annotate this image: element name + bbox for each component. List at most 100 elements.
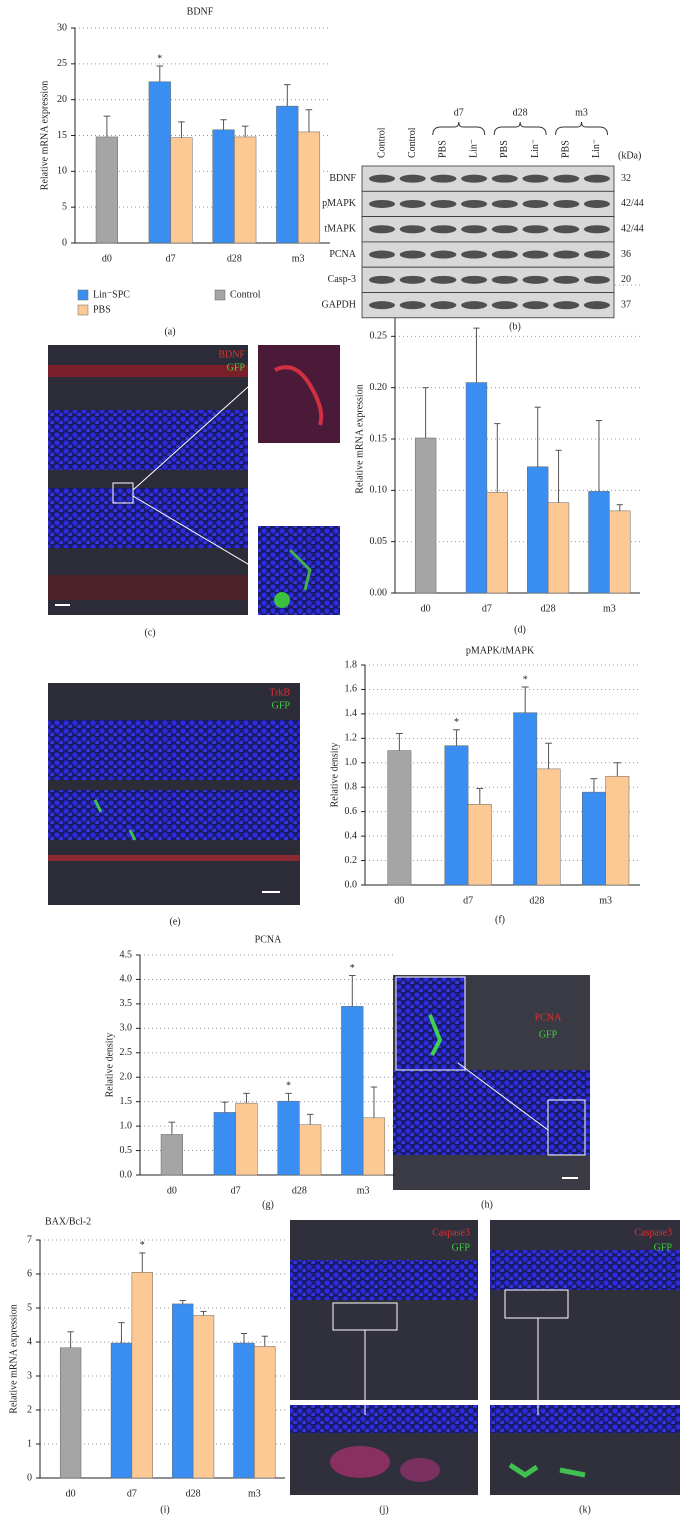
y-tick-label: 4.0	[120, 974, 133, 985]
micrograph-e: TrkB GFP (e)	[48, 683, 300, 927]
bar	[59, 1347, 82, 1479]
bar	[277, 1100, 300, 1176]
chart-title: pMAPK/tMAPK	[466, 645, 535, 656]
y-tick-label: 1.5	[120, 1096, 133, 1107]
y-tick-label: 0.5	[120, 1145, 133, 1156]
significance-mark: *	[286, 1081, 291, 1092]
lane-label: Lin⁻	[591, 139, 602, 158]
bar	[110, 1342, 133, 1479]
panel-label: (e)	[169, 916, 180, 927]
stain-label: GFP	[539, 1029, 558, 1040]
micrograph-c: BDNF GFP (c)	[48, 345, 340, 638]
bar	[233, 1342, 255, 1479]
blot-band	[399, 250, 426, 259]
blot-band	[369, 225, 395, 234]
kda-label: 42/44	[621, 198, 644, 209]
bar	[609, 510, 631, 594]
stain-label: Caspase3	[634, 1227, 672, 1238]
protein-label: PCNA	[329, 249, 356, 260]
protein-label: Casp-3	[328, 274, 356, 285]
blot-band	[583, 174, 610, 183]
blot-band	[553, 275, 580, 284]
blot-band	[430, 174, 457, 183]
group-brace	[555, 121, 609, 136]
lane-label: Control	[407, 127, 418, 158]
y-tick-label: 15	[57, 130, 67, 141]
bar	[536, 768, 561, 886]
blot-band	[430, 301, 457, 310]
y-tick-label: 1.0	[120, 1120, 133, 1131]
group-label: d7	[454, 107, 464, 118]
blot-band	[461, 250, 488, 259]
y-tick-label: 5	[27, 1302, 32, 1313]
micrograph-j: Caspase3 GFP (j)	[290, 1220, 478, 1515]
blot-band	[399, 225, 426, 234]
blot-band	[491, 301, 518, 310]
x-tick-label: m3	[357, 1185, 370, 1196]
blot-band	[522, 174, 549, 183]
y-axis-label: Relative density	[104, 1033, 115, 1098]
legend-swatch	[214, 289, 226, 301]
y-tick-label: 4	[27, 1336, 32, 1347]
significance-mark: *	[454, 717, 459, 728]
x-tick-label: d7	[463, 895, 473, 906]
x-tick-label: d0	[167, 1185, 177, 1196]
y-tick-label: 3.5	[120, 998, 133, 1009]
y-tick-label: 2.5	[120, 1047, 133, 1058]
bar	[131, 1272, 153, 1479]
blot-band	[461, 275, 488, 284]
panel-label: (g)	[262, 1199, 274, 1210]
significance-mark: *	[140, 1240, 145, 1251]
x-tick-label: m3	[292, 253, 305, 264]
stain-label: BDNF	[218, 349, 245, 360]
bar	[547, 502, 570, 594]
blot-band	[553, 301, 580, 310]
chart-title: BAX/Bcl-2	[45, 1216, 91, 1227]
blot-band	[553, 225, 580, 234]
panel-label: (a)	[164, 326, 175, 337]
x-tick-label: d0	[66, 1488, 76, 1499]
group-brace	[493, 121, 547, 136]
y-axis-label: Relative mRNA expression	[8, 1304, 19, 1413]
chart-title: BDNF	[187, 6, 214, 17]
unit-label: (kDa)	[618, 150, 641, 161]
blot-band	[399, 301, 426, 310]
protein-label: tMAPK	[324, 224, 356, 235]
blot-band	[369, 301, 395, 310]
lane-label: Control	[376, 127, 387, 158]
y-tick-label: 1	[27, 1438, 32, 1449]
x-tick-label: d28	[186, 1488, 201, 1499]
x-tick-label: d0	[102, 253, 112, 264]
bar	[486, 492, 508, 594]
blot-band	[522, 275, 549, 284]
y-tick-label: 6	[27, 1268, 32, 1279]
lane-label: PBS	[499, 140, 510, 158]
blot-band	[399, 275, 426, 284]
y-tick-label: 1.4	[345, 708, 358, 719]
stain-label: TrkB	[269, 687, 290, 698]
y-tick-label: 1.0	[345, 757, 358, 768]
y-tick-label: 0.15	[370, 433, 388, 444]
blot-band	[461, 225, 488, 234]
blot-band	[583, 250, 610, 259]
legend-label: PBS	[93, 304, 111, 315]
bar	[605, 775, 630, 886]
bar	[444, 745, 469, 886]
x-tick-label: d0	[421, 603, 431, 614]
y-tick-label: 4.5	[120, 949, 133, 960]
x-tick-label: m3	[248, 1488, 261, 1499]
stain-label: PCNA	[535, 1012, 562, 1023]
blot-band	[369, 174, 395, 183]
blot-band	[461, 301, 488, 310]
y-tick-label: 0.10	[370, 485, 388, 496]
panel-label: (j)	[379, 1504, 388, 1515]
group-brace	[432, 121, 486, 136]
blot-band	[553, 250, 580, 259]
blot-band	[369, 199, 395, 208]
y-axis-label: Relative mRNA expression	[39, 81, 50, 190]
panel-label: (b)	[509, 321, 521, 332]
y-tick-label: 0.20	[370, 382, 388, 393]
bar	[299, 1124, 322, 1176]
bar	[588, 491, 610, 594]
